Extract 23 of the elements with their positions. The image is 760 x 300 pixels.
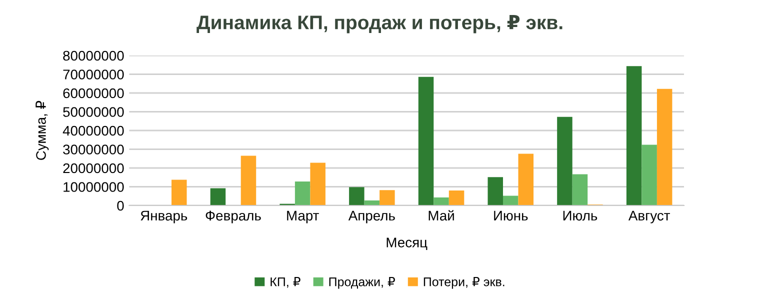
x-tick-label: Апрель (348, 210, 395, 224)
y-axis-title: Сумма, ₽ (36, 100, 49, 160)
x-tick-label: Июнь (494, 210, 528, 221)
y-tick-label: 40000000 (62, 126, 124, 136)
y-tick-label: 60000000 (63, 88, 124, 98)
x-tick-label: Июль (563, 210, 598, 221)
x-tick-label: Май (428, 210, 454, 221)
y-tick-label: 30000000 (63, 144, 124, 154)
y-tick-label: 80000000 (63, 50, 124, 61)
x-tick-label: Февраль (206, 210, 261, 224)
y-tick-label: 0 (117, 200, 124, 211)
y-tick-label: 50000000 (63, 107, 124, 117)
x-axis-title: Месяц (386, 238, 428, 250)
y-tick-label: 20000000 (63, 163, 124, 174)
legend-label: Потери, ₽ экв. (424, 277, 504, 289)
legend-label: Продажи, ₽ (329, 277, 395, 289)
y-tick-label: 10000000 (64, 182, 124, 192)
legend-label: КП, ₽ (270, 277, 300, 288)
y-tick-label: 70000000 (63, 70, 124, 80)
x-tick-label: Август (628, 210, 670, 224)
chart-title: Динамика КП, продаж и потерь, ₽ экв. (196, 15, 562, 34)
x-tick-label: Январь (140, 210, 188, 224)
x-tick-label: Март (287, 210, 319, 224)
